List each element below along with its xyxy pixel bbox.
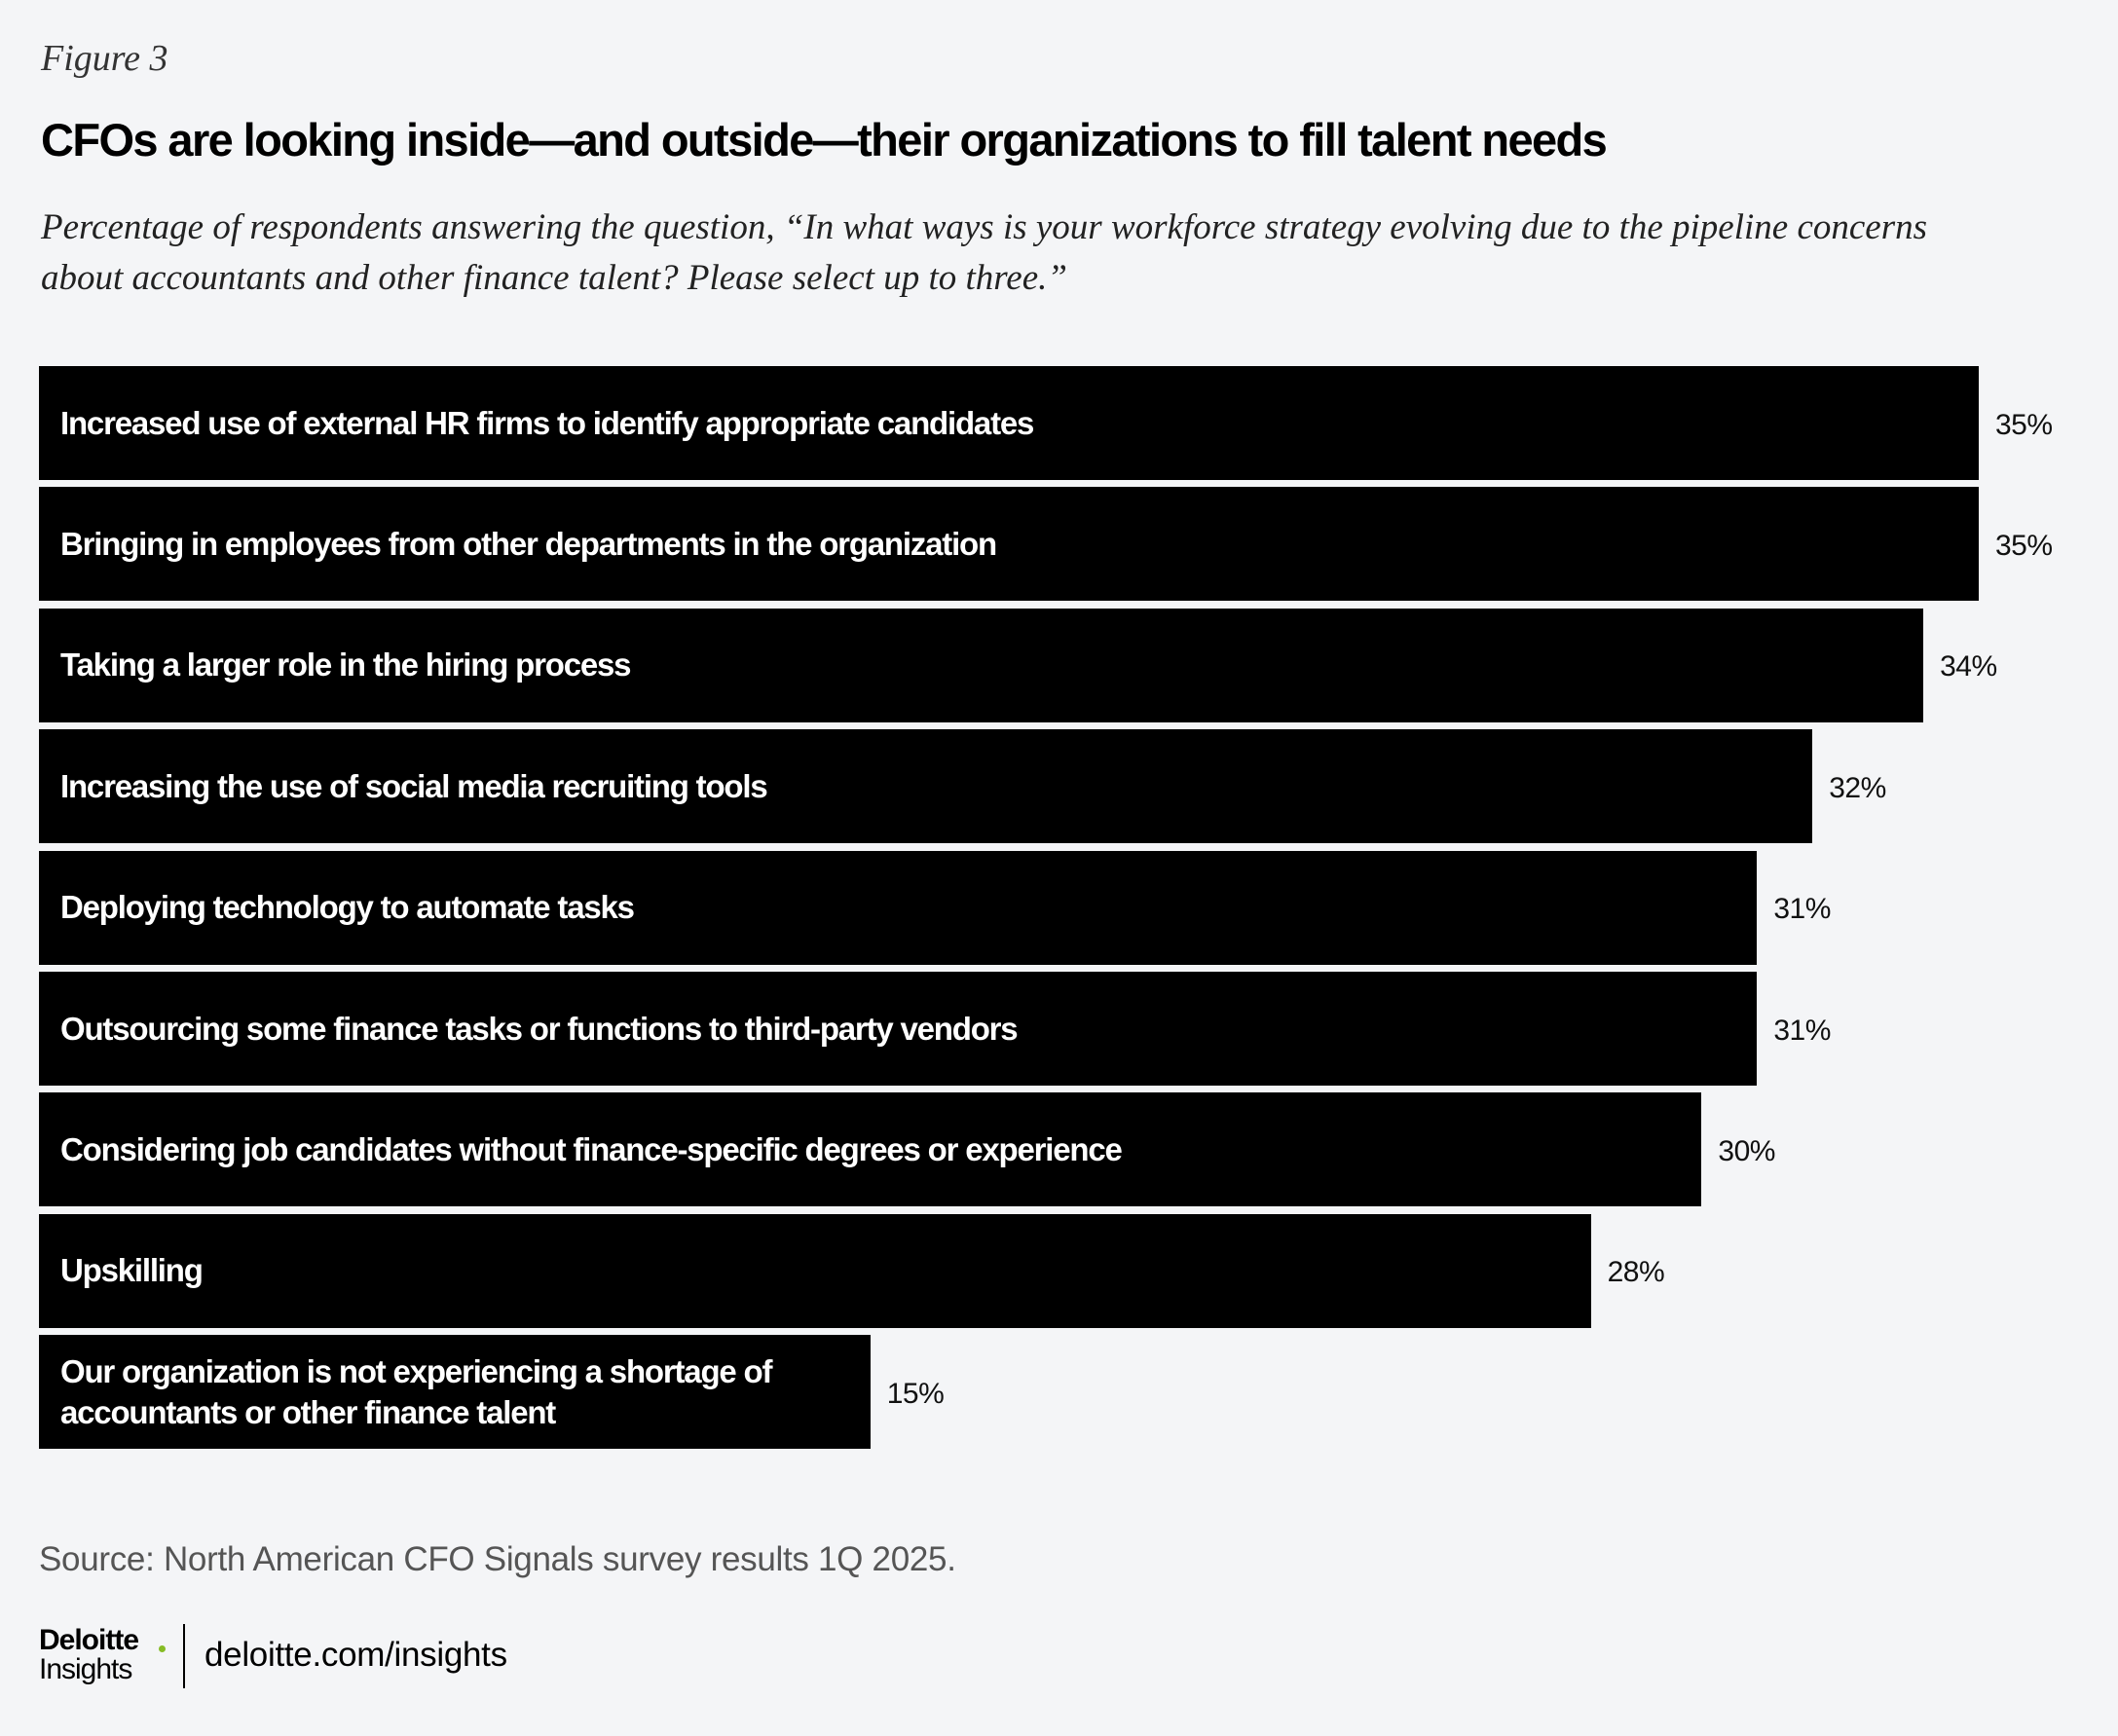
bar: Outsourcing some finance tasks or functi… [39, 972, 1758, 1086]
chart-title: CFOs are looking inside—and outside—thei… [41, 114, 1608, 166]
bar-label: Outsourcing some finance tasks or functi… [60, 1010, 1019, 1047]
brand-dot [159, 1645, 166, 1652]
bar-label: Deploying technology to automate tasks [60, 889, 635, 926]
chart-subtitle: Percentage of respondents answering the … [41, 207, 1928, 298]
brand-sub: Insights [39, 1653, 132, 1685]
separator [183, 1624, 185, 1688]
bar: Upskilling [39, 1213, 1591, 1328]
bar-label: Bringing in employees from other departm… [60, 525, 997, 562]
source: Source: North American CFO Signals surve… [39, 1540, 956, 1578]
bar-label: Upskilling [60, 1252, 204, 1289]
brand: Deloitte [39, 1624, 139, 1656]
bar: Increasing the use of social media recru… [39, 729, 1813, 844]
bar-label: Taking a larger role in the hiring proce… [60, 646, 632, 683]
bar: Taking a larger role in the hiring proce… [39, 608, 1924, 722]
bar-label: Increasing the use of social media recru… [60, 767, 768, 804]
value-label: 31% [1773, 893, 1831, 926]
value-label: 28% [1607, 1256, 1665, 1289]
bar-label: Increased use of external HR firms to id… [60, 404, 1034, 441]
url: deloitte.com/insights [204, 1636, 507, 1674]
bar: Our organization is not experiencing a s… [39, 1335, 871, 1450]
bar-label: Considering job candidates without finan… [60, 1130, 1123, 1167]
figure-label: Figure 3 [41, 38, 168, 79]
bar: Bringing in employees from other departm… [39, 487, 1979, 602]
bar: Considering job candidates without finan… [39, 1092, 1702, 1207]
value-label: 35% [1995, 408, 2053, 441]
value-label: 34% [1940, 650, 1997, 683]
bar-label: Our organization is not experiencing a s… [60, 1352, 772, 1430]
value-label: 31% [1773, 1014, 1831, 1047]
value-label: 32% [1829, 771, 1886, 804]
value-label: 15% [886, 1377, 945, 1410]
value-label: 35% [1995, 529, 2053, 562]
bar: Increased use of external HR firms to id… [39, 366, 1979, 480]
value-label: 30% [1718, 1134, 1775, 1167]
bar: Deploying technology to automate tasks [39, 850, 1758, 965]
